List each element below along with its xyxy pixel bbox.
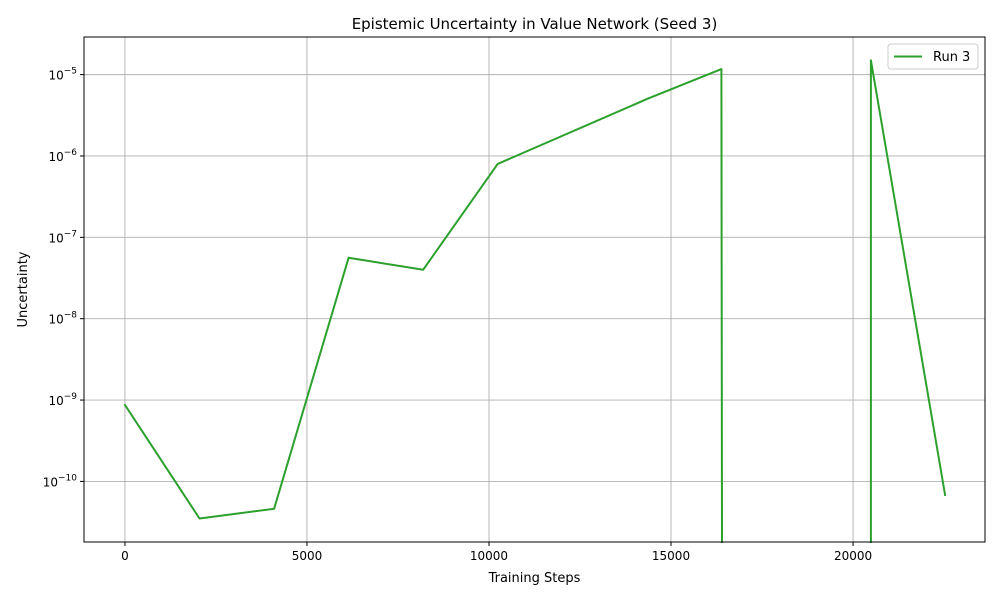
x-tick-label: 10000 <box>470 549 508 563</box>
y-tick-label: 10−6 <box>48 148 77 164</box>
chart-title: Epistemic Uncertainty in Value Network (… <box>352 15 718 33</box>
axes-frame <box>83 36 986 543</box>
y-tick-label: 10−5 <box>48 67 77 83</box>
x-axis-label: Training Steps <box>488 571 581 586</box>
grid <box>84 37 985 542</box>
x-tick-label: 5000 <box>292 549 323 563</box>
y-axis-label: Uncertainty <box>16 251 31 327</box>
y-axis-ticks: 10−10 10−9 10−8 10−7 10−6 10−5 <box>43 67 84 489</box>
x-tick-label: 15000 <box>652 549 690 563</box>
legend-box <box>887 43 979 70</box>
y-tick-label: 10−9 <box>48 392 77 408</box>
x-tick-label: 20000 <box>834 549 872 563</box>
legend-label-run-3: Run 3 <box>933 50 970 65</box>
x-axis-ticks: 0 5000 10000 15000 20000 <box>121 542 872 563</box>
x-tick-label: 0 <box>121 549 129 563</box>
y-tick-label: 10−10 <box>43 473 78 489</box>
legend: Run 3 <box>887 43 979 70</box>
plot-area <box>123 59 947 544</box>
y-tick-label: 10−7 <box>48 229 77 245</box>
y-tick-label: 10−8 <box>48 311 77 327</box>
series-line-run-3 <box>123 59 947 544</box>
